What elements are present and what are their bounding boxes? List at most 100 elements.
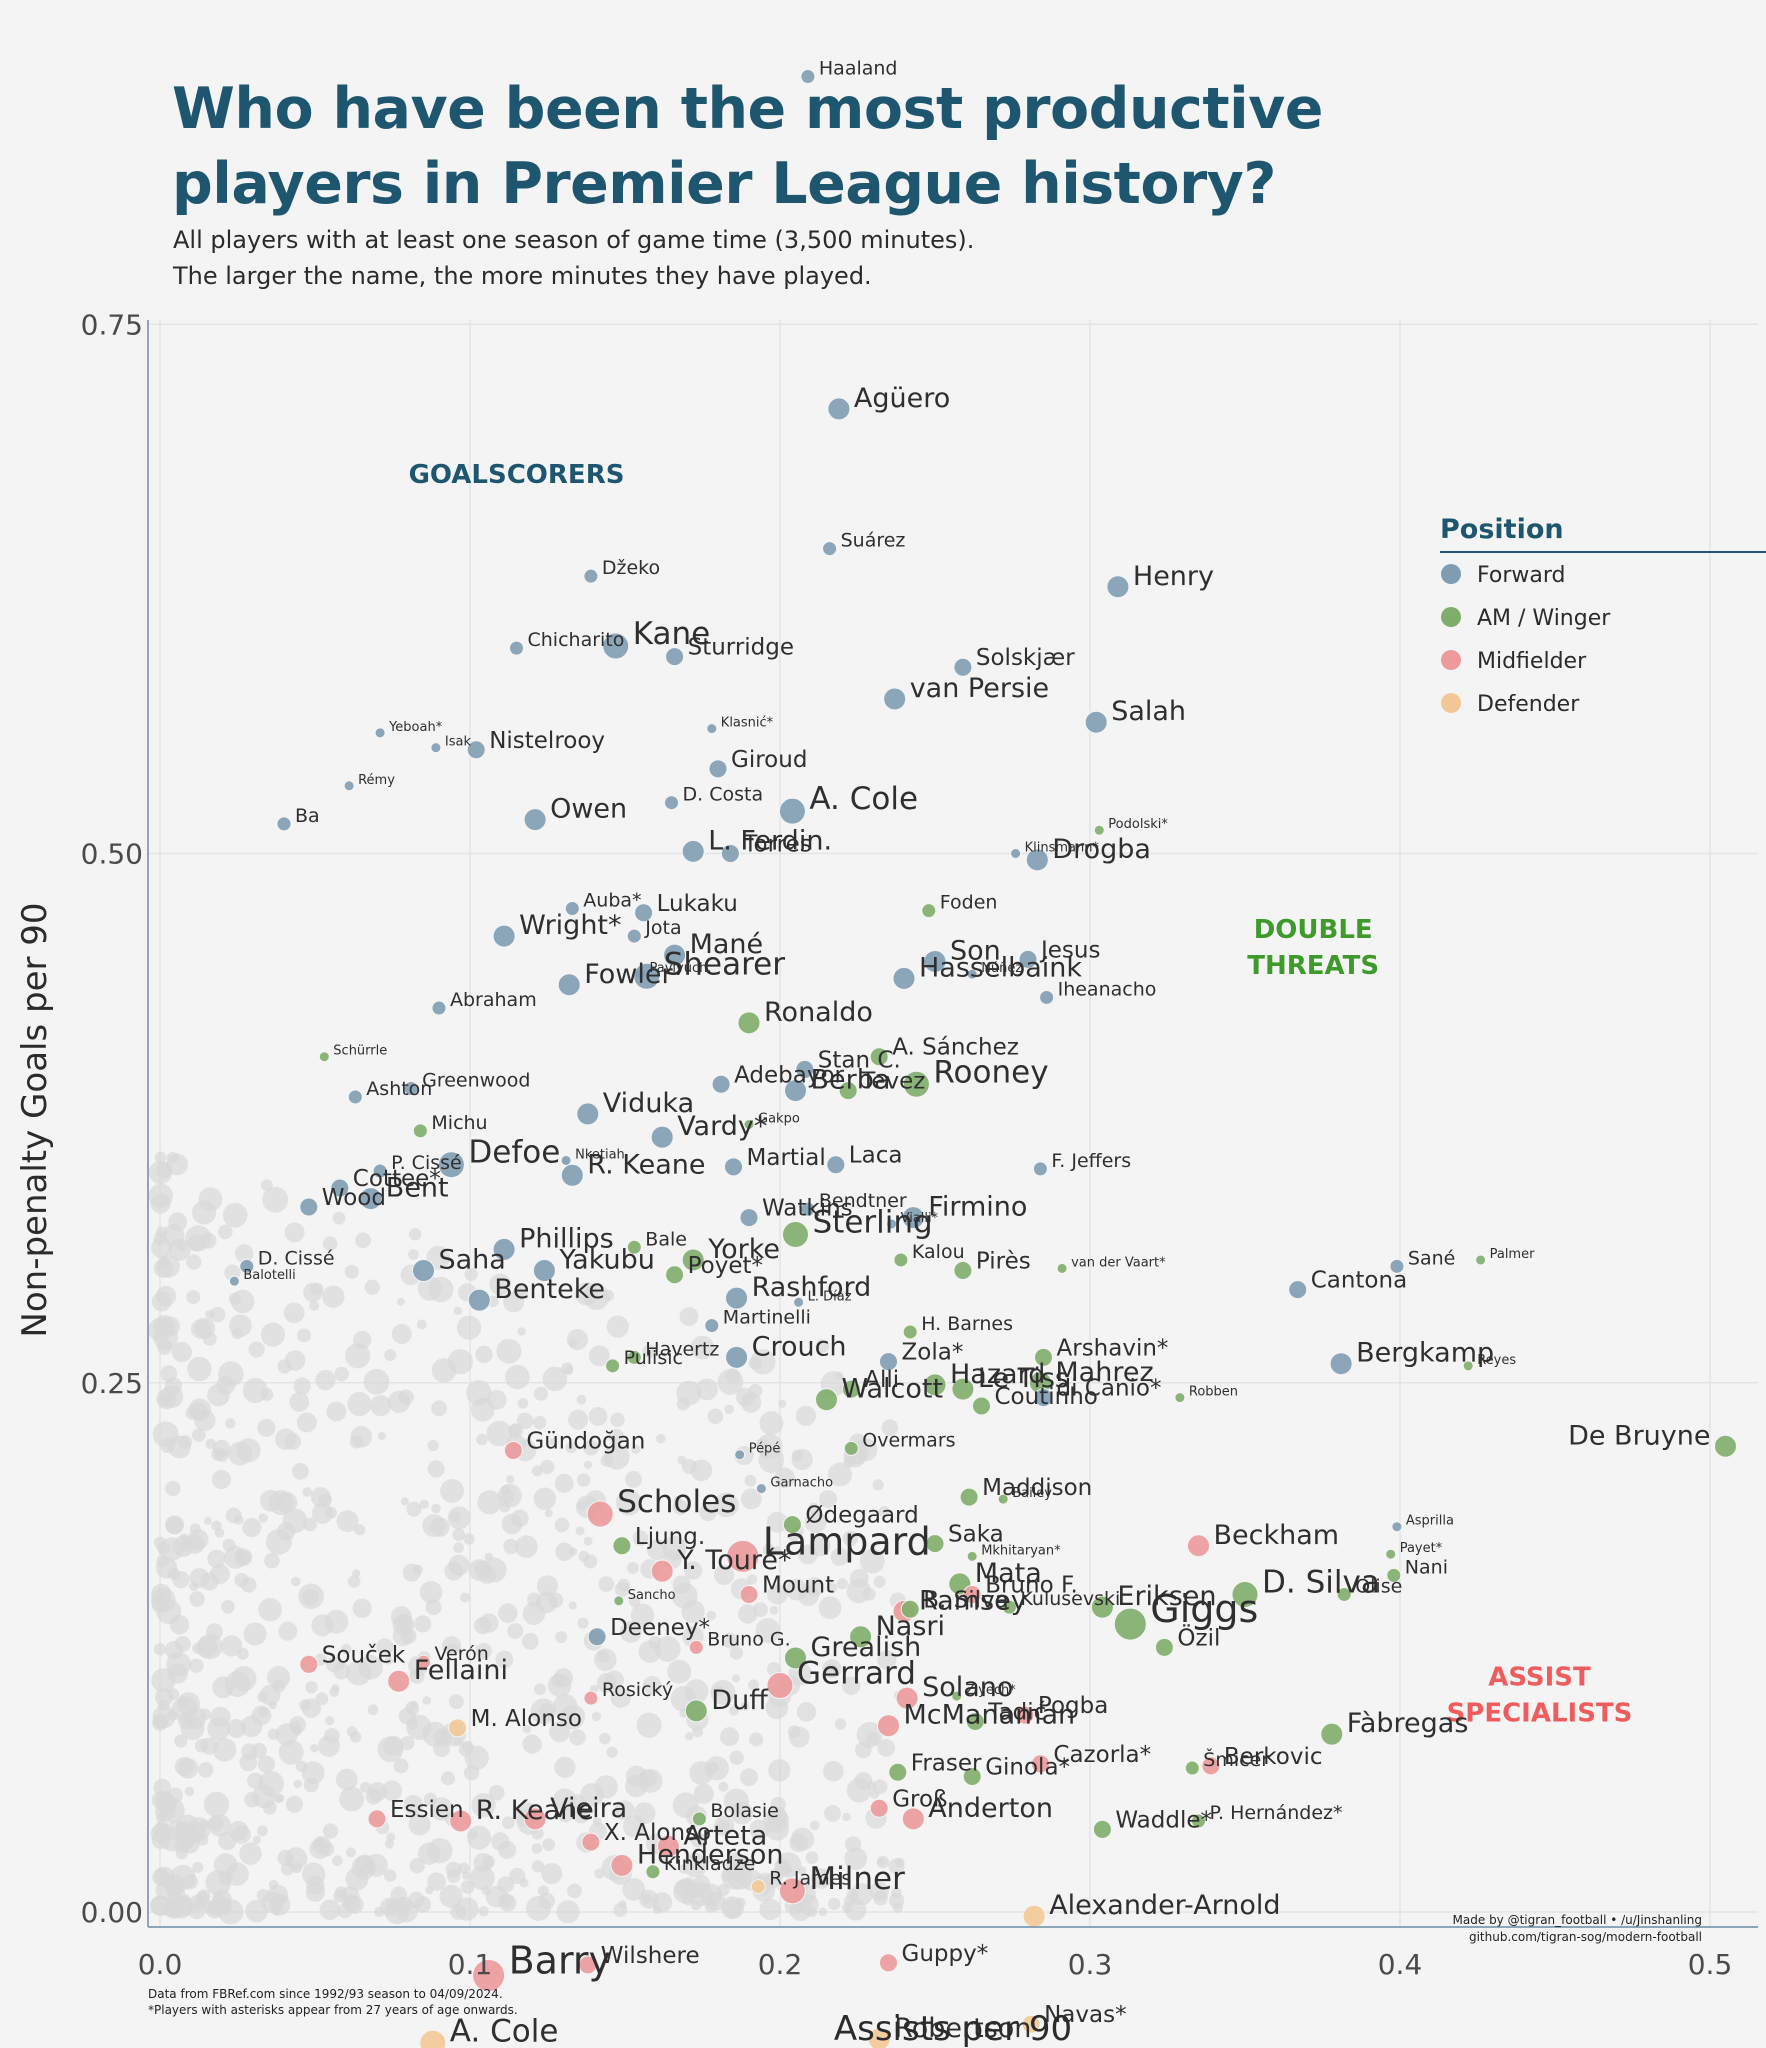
player-point-sturridge	[665, 647, 685, 667]
background-point	[242, 1378, 268, 1404]
player-label-klasni: Klasnić*	[721, 716, 774, 731]
player-label-kulusevski: Kulusevski	[1020, 1588, 1120, 1610]
player-point-anderton	[901, 1807, 925, 1831]
background-point	[739, 1768, 758, 1787]
player-label-eriksen: Eriksen	[1117, 1581, 1216, 1612]
background-point	[221, 1600, 235, 1614]
background-point	[256, 1825, 268, 1837]
player-point-h-barnes	[902, 1324, 918, 1340]
player-point-solskj-r	[953, 657, 973, 677]
player-point-jesus	[1018, 949, 1038, 969]
player-point-van-persie	[883, 687, 907, 711]
background-point	[583, 1460, 593, 1469]
legend: Position Forward AM / Winger Midfielder Defe…	[1440, 514, 1766, 717]
background-point	[596, 1673, 617, 1693]
player-label-lampard: Lampard	[763, 1519, 931, 1563]
background-point	[245, 1899, 268, 1923]
background-point	[458, 1742, 474, 1757]
player-point-iheanacho	[1039, 989, 1055, 1005]
player-point-poyet	[665, 1265, 685, 1285]
asterisk-note: *Players with asterisks appear from 27 y…	[148, 2003, 518, 2017]
player-point-ba	[276, 816, 292, 832]
background-point	[284, 1350, 306, 1371]
background-point	[155, 1285, 177, 1307]
player-label-adebayor: Adebayor	[734, 1062, 844, 1088]
player-point-firmino	[901, 1206, 925, 1230]
player-point-giroud	[708, 759, 728, 779]
player-point-klasni	[706, 723, 718, 735]
subtitle-line-1: All players with at least one season of …	[173, 226, 975, 254]
player-point-bergkamp	[1329, 1352, 1353, 1376]
player-point-a-s-nchez	[869, 1047, 889, 1067]
y-tick-label: 0.00	[81, 1896, 143, 1929]
background-point	[242, 1517, 262, 1538]
player-label-su-rez: Suárez	[841, 530, 906, 552]
player-point-rashford	[725, 1286, 749, 1310]
background-point	[302, 1487, 312, 1497]
background-point	[599, 1732, 611, 1745]
player-label-reyes: Reyes	[1477, 1353, 1516, 1368]
player-label-ljung: Ljung.	[635, 1524, 705, 1550]
player-point-berkovic	[1201, 1756, 1221, 1776]
background-point	[332, 1855, 343, 1867]
background-point	[576, 1394, 587, 1405]
player-label-hazard: Hazard	[950, 1359, 1045, 1390]
player-point-eriksen	[1090, 1595, 1114, 1619]
background-point	[535, 1591, 558, 1614]
background-point	[685, 1732, 694, 1741]
background-point	[319, 1899, 341, 1920]
background-point	[729, 1646, 744, 1660]
background-point	[166, 1153, 189, 1176]
background-point	[522, 1724, 532, 1734]
player-label-fellaini: Fellaini	[414, 1655, 508, 1686]
background-point	[301, 1761, 325, 1785]
background-point	[610, 1412, 625, 1427]
player-label-bolasie: Bolasie	[710, 1800, 778, 1822]
background-point	[505, 1364, 530, 1390]
background-point	[453, 1542, 464, 1553]
background-point	[325, 1506, 338, 1519]
background-point	[303, 1517, 317, 1532]
background-point	[345, 1847, 356, 1858]
background-point	[205, 1438, 216, 1450]
player-point-shearer	[633, 962, 661, 990]
player-label-coutinho: Coutinho	[995, 1384, 1098, 1410]
background-point	[336, 1510, 359, 1533]
background-point	[148, 1160, 173, 1185]
background-point	[740, 1488, 762, 1510]
background-point	[462, 1871, 471, 1881]
background-point	[531, 1860, 545, 1873]
player-label-d-costa: D. Costa	[683, 784, 764, 806]
background-point	[199, 1708, 211, 1721]
player-point-r-keane	[449, 1809, 473, 1833]
background-point	[672, 1792, 699, 1819]
player-point-barry	[472, 1959, 506, 1993]
player-label-gakpo: Gakpo	[758, 1111, 800, 1126]
player-label-ver-n: Verón	[435, 1643, 489, 1665]
player-point-payet	[1385, 1548, 1397, 1560]
background-point	[427, 1872, 446, 1891]
background-point	[722, 1868, 736, 1882]
player-point-van-der-vaart	[1056, 1262, 1068, 1274]
background-point	[151, 1583, 172, 1605]
background-point	[236, 1647, 249, 1660]
background-point	[723, 1788, 749, 1814]
background-point	[667, 1659, 692, 1684]
player-label-crouch: Crouch	[752, 1331, 847, 1362]
background-point	[173, 1837, 190, 1853]
background-point	[648, 1635, 662, 1649]
player-point-d-ciss	[239, 1258, 255, 1274]
player-label-sou-ek: Souček	[322, 1642, 406, 1668]
player-label-d-silva: D. Silva	[1262, 1564, 1380, 1600]
player-point-d-silva	[1231, 1580, 1259, 1608]
player-point-fowler	[557, 973, 581, 997]
player-label-saha: Saha	[439, 1245, 506, 1276]
player-label-walcott: Walcott	[842, 1374, 944, 1405]
background-point	[222, 1905, 232, 1916]
background-point	[764, 1872, 781, 1889]
player-point-jota	[626, 928, 642, 944]
player-point-fraser	[888, 1762, 908, 1782]
background-point	[796, 1702, 817, 1722]
background-point	[690, 1335, 715, 1360]
background-point	[606, 1315, 629, 1338]
